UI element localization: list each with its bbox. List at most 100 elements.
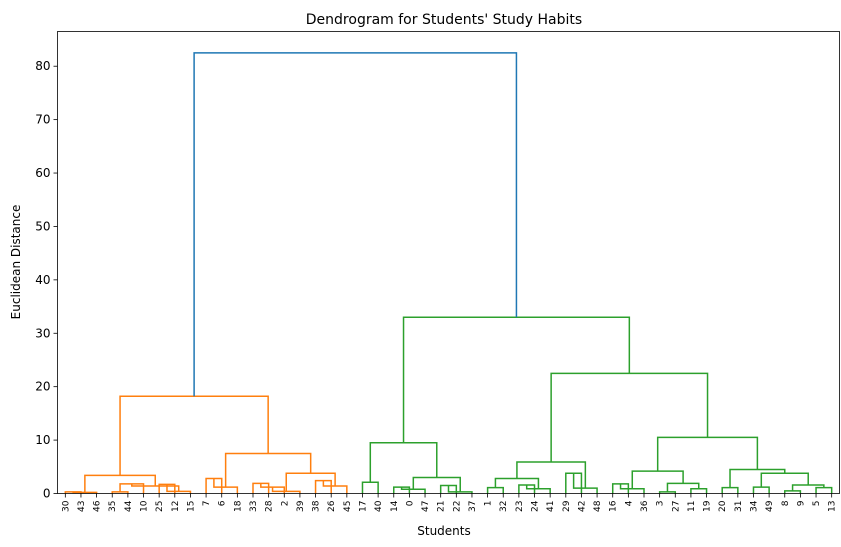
x-axis: 30 43 46 35 44 10 25 12 15 7 6 18 33 28 2 39 38 26 45 17 40 1… xyxy=(61,493,838,512)
x-tick-label: 0 xyxy=(405,500,415,506)
x-tick-label: 24 xyxy=(531,500,541,512)
x-tick-label: 17 xyxy=(358,501,368,512)
dendrogram-link xyxy=(690,487,708,494)
y-axis: 0 10 20 30 40 50 60 70 80 xyxy=(35,59,58,501)
dendrogram-link xyxy=(205,477,223,494)
x-tick-label: 21 xyxy=(437,501,447,512)
dendrogram-link xyxy=(322,480,348,494)
dendrogram-link xyxy=(119,483,145,494)
dendrogram-link xyxy=(658,491,677,494)
x-tick-label: 46 xyxy=(93,500,103,512)
dendrogram-link xyxy=(213,478,239,494)
dendrogram-link xyxy=(271,487,301,494)
y-tick-label: 0 xyxy=(43,487,51,501)
y-tick-label: 70 xyxy=(35,113,50,127)
dendrogram-link xyxy=(131,483,180,492)
x-tick-label: 5 xyxy=(812,501,822,507)
x-tick-label: 41 xyxy=(546,501,556,512)
dendrogram-link xyxy=(158,483,176,494)
x-tick-label: 37 xyxy=(468,501,478,512)
x-tick-label: 34 xyxy=(749,500,759,512)
x-tick-label: 42 xyxy=(577,501,587,512)
x-tick-label: 47 xyxy=(421,501,431,512)
x-tick-label: 44 xyxy=(124,500,134,512)
x-tick-label: 12 xyxy=(171,501,181,512)
x-tick-label: 20 xyxy=(718,500,728,512)
dendrogram-link xyxy=(402,316,631,443)
y-tick-label: 80 xyxy=(35,59,50,73)
dendrogram-link xyxy=(784,490,802,494)
dendrogram-link xyxy=(447,485,473,494)
x-tick-label: 4 xyxy=(624,500,634,506)
y-tick-label: 30 xyxy=(35,326,50,340)
dendrogram-link xyxy=(285,472,336,492)
x-tick-label: 30 xyxy=(61,500,71,512)
x-tick-label: 26 xyxy=(327,500,337,512)
dendrogram-link xyxy=(516,461,587,489)
dendrogram-link xyxy=(119,395,269,476)
x-tick-label: 28 xyxy=(265,500,275,512)
dendrogram-link xyxy=(111,491,129,494)
x-tick-label: 6 xyxy=(218,500,228,506)
dendrogram-link xyxy=(752,486,770,494)
x-axis-label: Students xyxy=(417,524,471,538)
dendrogram-link xyxy=(439,484,458,494)
dendrogram-link xyxy=(252,482,270,494)
chart-title: Dendrogram for Students' Study Habits xyxy=(306,12,582,28)
dendrogram-link xyxy=(815,486,833,494)
x-tick-label: 32 xyxy=(499,501,509,512)
dendrogram-link xyxy=(72,491,98,494)
x-tick-label: 27 xyxy=(671,501,681,512)
x-tick-label: 9 xyxy=(796,500,806,506)
dendrogram-links xyxy=(64,52,833,494)
dendrogram-link xyxy=(193,52,518,397)
x-tick-label: 35 xyxy=(108,501,118,512)
x-tick-label: 15 xyxy=(186,501,196,512)
dendrogram-link xyxy=(572,473,598,494)
x-tick-label: 49 xyxy=(765,500,775,512)
x-tick-label: 16 xyxy=(609,500,619,512)
dendrogram-link xyxy=(166,484,192,494)
x-tick-label: 14 xyxy=(390,500,400,512)
x-tick-label: 36 xyxy=(640,500,650,512)
dendrogram-link xyxy=(666,482,700,492)
x-tick-label: 43 xyxy=(77,501,87,512)
y-tick-label: 10 xyxy=(35,433,50,447)
dendrogram-link xyxy=(729,468,786,488)
x-tick-label: 48 xyxy=(593,500,603,512)
y-tick-label: 50 xyxy=(35,219,50,233)
dendrogram-link xyxy=(412,476,461,492)
x-tick-label: 3 xyxy=(656,501,666,507)
x-tick-label: 7 xyxy=(202,501,212,507)
dendrogram-link xyxy=(361,481,379,494)
dendrogram-link xyxy=(224,452,312,488)
x-tick-label: 25 xyxy=(155,501,165,512)
x-tick-label: 38 xyxy=(312,500,322,512)
x-tick-label: 19 xyxy=(703,500,713,512)
x-tick-label: 18 xyxy=(233,500,243,512)
x-tick-label: 31 xyxy=(734,501,744,512)
dendrogram-link xyxy=(631,470,684,489)
x-tick-label: 45 xyxy=(343,501,353,512)
dendrogram-link xyxy=(486,486,504,494)
dendrogram-link xyxy=(565,472,583,494)
y-tick-label: 60 xyxy=(35,166,50,180)
dendrogram-link xyxy=(550,372,709,462)
y-axis-label: Euclidean Distance xyxy=(9,205,23,320)
x-tick-label: 10 xyxy=(140,500,150,512)
x-tick-label: 33 xyxy=(249,501,259,512)
x-tick-label: 23 xyxy=(515,501,525,512)
x-tick-label: 11 xyxy=(687,501,697,512)
x-tick-label: 22 xyxy=(452,501,462,512)
x-tick-label: 8 xyxy=(781,500,791,506)
x-tick-label: 39 xyxy=(296,500,306,512)
x-tick-label: 29 xyxy=(562,500,572,512)
dendrogram-link xyxy=(369,442,438,483)
y-tick-label: 40 xyxy=(35,273,50,287)
x-tick-label: 1 xyxy=(484,501,494,507)
dendrogram-link xyxy=(656,436,759,472)
x-tick-label: 2 xyxy=(280,501,290,507)
dendrogram-link xyxy=(721,486,739,494)
y-tick-label: 20 xyxy=(35,380,50,394)
